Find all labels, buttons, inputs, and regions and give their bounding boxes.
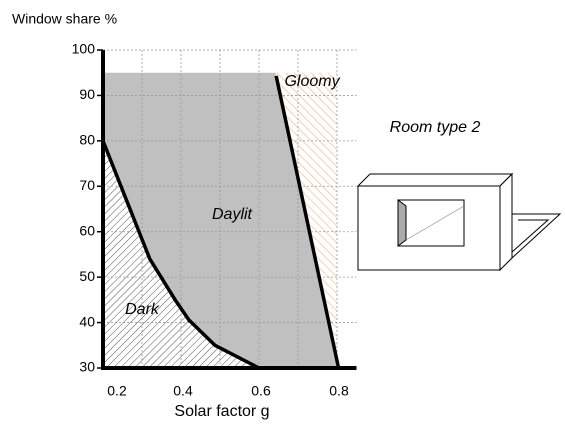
dark-boundary	[101, 140, 260, 370]
zone-label: Daylit	[212, 206, 253, 223]
y-axis-label: Window share %	[12, 11, 117, 27]
x-tick-label: 0.8	[329, 383, 349, 399]
room-label: Room type 2	[390, 119, 481, 136]
y-tick-label: 50	[79, 268, 95, 284]
room-pane	[511, 213, 562, 259]
y-tick-label: 40	[79, 313, 95, 329]
window-line	[405, 205, 465, 241]
window-reveal	[397, 199, 407, 247]
room-side	[499, 172, 513, 272]
gloomy-boundary	[274, 75, 340, 367]
x-tick-label: 0.4	[173, 383, 193, 399]
y-tick-label: 90	[79, 86, 95, 102]
room-icon	[356, 172, 562, 272]
x-tick-label: 0.6	[251, 383, 271, 399]
x-tick-label: 0.2	[107, 383, 127, 399]
room-pane-inner	[511, 219, 550, 253]
y-tick-label: 60	[79, 222, 95, 238]
room-top	[356, 173, 514, 187]
y-tick-label: 70	[79, 177, 95, 193]
plot-area	[101, 49, 357, 370]
x-axis-label: Solar factor g	[174, 403, 269, 420]
y-tick-label: 80	[79, 132, 95, 148]
daylit-zone	[103, 72, 339, 368]
y-tick-label: 30	[79, 359, 95, 375]
zone-label: Gloomy	[284, 73, 340, 90]
zone-label: Dark	[125, 301, 160, 318]
y-tick-label: 100	[72, 41, 96, 57]
